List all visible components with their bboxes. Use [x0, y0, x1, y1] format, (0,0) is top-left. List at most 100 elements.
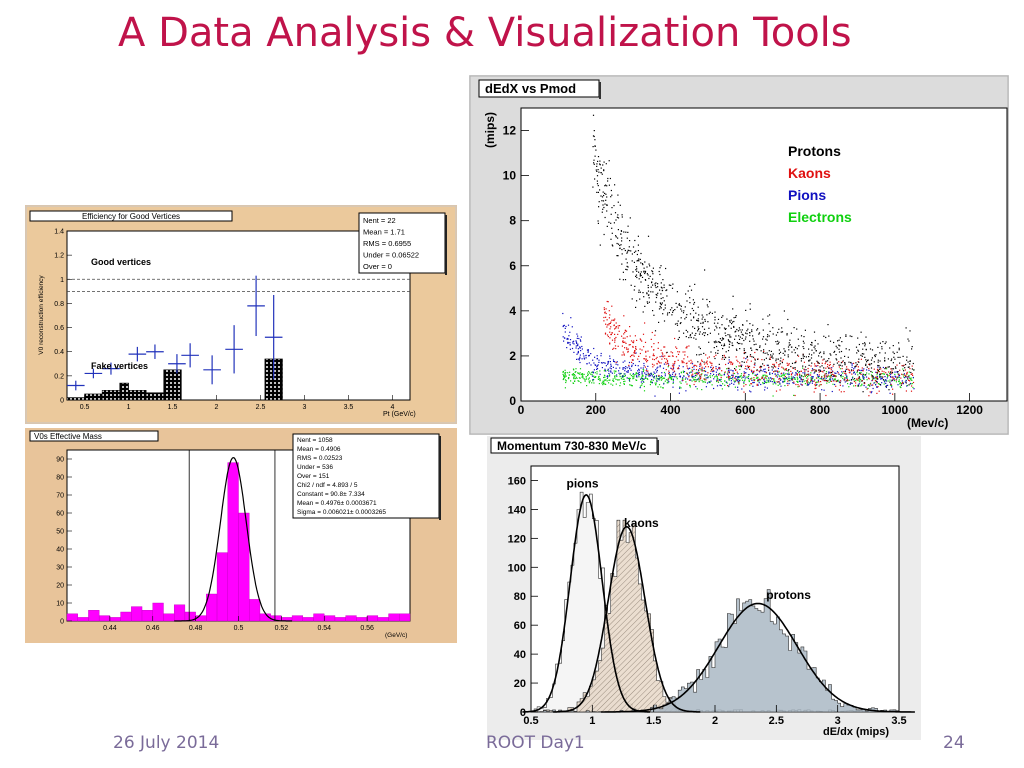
scatter-point [807, 383, 809, 385]
scatter-point [667, 362, 669, 365]
scatter-point [749, 378, 751, 380]
scatter-point [812, 377, 814, 379]
scatter-point [599, 378, 601, 380]
scatter-point [771, 378, 773, 380]
scatter-point [594, 145, 596, 147]
scatter-point [633, 289, 635, 291]
scatter-point [721, 324, 723, 326]
scatter-point [665, 361, 667, 363]
scatter-point [746, 368, 748, 370]
scatter-point [681, 362, 683, 364]
scatter-point [782, 367, 784, 369]
scatter-point [855, 385, 857, 387]
scatter-point [733, 380, 735, 382]
scatter-point [624, 370, 626, 372]
scatter-point [866, 372, 868, 374]
scatter-point [740, 331, 742, 333]
scatter-point [633, 351, 636, 353]
scatter-point [702, 321, 704, 323]
scatter-point [902, 381, 904, 384]
scatter-point [706, 314, 708, 316]
scatter-point [794, 374, 796, 376]
scatter-point [875, 371, 877, 373]
scatter-point [764, 381, 766, 383]
scatter-point [749, 308, 751, 310]
scatter-point [840, 357, 842, 359]
scatter-point [729, 377, 731, 380]
scatter-point [780, 379, 782, 381]
scatter-point [607, 369, 609, 371]
scatter-point [638, 368, 640, 370]
scatter-point [660, 293, 662, 295]
scatter-point [844, 364, 846, 366]
scatter-point [622, 337, 624, 339]
scatter-point [701, 326, 704, 328]
scatter-point [668, 370, 670, 372]
scatter-point [881, 377, 883, 379]
scatter-point [714, 319, 716, 321]
scatter-point [811, 378, 813, 380]
scatter-point [879, 373, 881, 375]
scatter-point [711, 384, 713, 386]
scatter-point [656, 367, 658, 369]
scatter-point [850, 382, 852, 384]
scatter-point [696, 373, 698, 375]
scatter-point [873, 361, 875, 363]
scatter-point [851, 364, 853, 366]
scatter-point [811, 376, 813, 378]
scatter-point [759, 366, 761, 368]
scatter-point [745, 352, 747, 354]
scatter-point [842, 375, 844, 378]
scatter-point [864, 342, 866, 344]
scatter-point [844, 371, 846, 373]
scatter-point [577, 380, 579, 382]
scatter-point [783, 348, 785, 350]
scatter-point [709, 301, 711, 303]
scatter-point [771, 356, 773, 358]
scatter-point [564, 387, 566, 389]
scatter-point [836, 359, 838, 361]
scatter-point [572, 342, 574, 344]
scatter-point [617, 364, 619, 366]
scatter-point [756, 369, 758, 371]
scatter-point [908, 374, 910, 377]
scatter-point [815, 377, 818, 379]
scatter-point [797, 354, 799, 356]
scatter-point [606, 225, 608, 227]
scatter-point [608, 160, 610, 162]
scatter-point [881, 378, 883, 380]
scatter-point [728, 343, 731, 345]
scatter-point [679, 387, 681, 389]
scatter-point [800, 383, 802, 385]
scatter-point [615, 371, 617, 373]
scatter-point [736, 349, 738, 351]
scatter-point [659, 289, 661, 291]
scatter-point [747, 367, 749, 369]
scatter-point [911, 383, 913, 385]
scatter-point [884, 376, 886, 378]
scatter-point [724, 328, 726, 330]
scatter-point [869, 348, 872, 350]
scatter-point [588, 377, 590, 379]
scatter-point [770, 354, 772, 356]
scatter-point [818, 352, 821, 354]
scatter-point [743, 357, 745, 359]
scatter-point [739, 329, 741, 331]
scatter-point [861, 353, 863, 355]
scatter-point [672, 375, 674, 378]
scatter-point [724, 380, 726, 382]
scatter-point [610, 363, 612, 365]
scatter-point [642, 374, 644, 376]
scatter-point [793, 381, 795, 383]
scatter-point [884, 357, 886, 359]
scatter-point [676, 306, 678, 308]
scatter-point [851, 363, 853, 365]
scatter-point [734, 381, 736, 383]
scatter-point [698, 377, 700, 379]
scatter-point [719, 338, 721, 340]
scatter-point [596, 191, 598, 193]
scatter-point [681, 310, 683, 312]
mass-bar [356, 617, 368, 622]
scatter-point [781, 362, 783, 364]
